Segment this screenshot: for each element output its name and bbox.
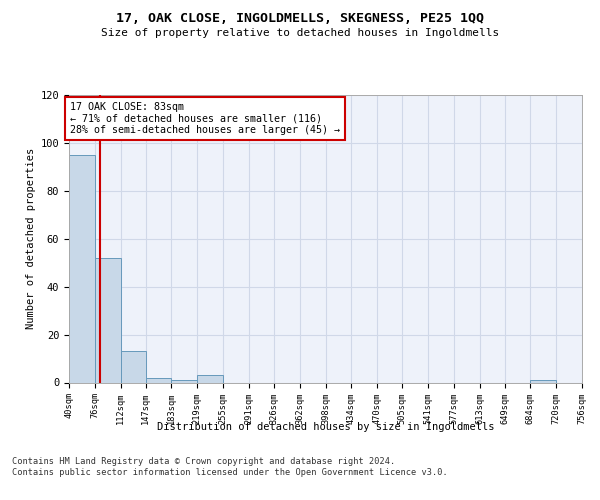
Text: 17, OAK CLOSE, INGOLDMELLS, SKEGNESS, PE25 1QQ: 17, OAK CLOSE, INGOLDMELLS, SKEGNESS, PE… <box>116 12 484 26</box>
Bar <box>197 376 223 382</box>
Bar <box>172 380 197 382</box>
Bar <box>121 352 146 382</box>
Bar <box>530 380 556 382</box>
Text: Distribution of detached houses by size in Ingoldmells: Distribution of detached houses by size … <box>157 422 494 432</box>
Bar <box>146 378 172 382</box>
Text: Size of property relative to detached houses in Ingoldmells: Size of property relative to detached ho… <box>101 28 499 38</box>
Bar <box>69 155 95 382</box>
Y-axis label: Number of detached properties: Number of detached properties <box>26 148 37 330</box>
Text: 17 OAK CLOSE: 83sqm
← 71% of detached houses are smaller (116)
28% of semi-detac: 17 OAK CLOSE: 83sqm ← 71% of detached ho… <box>70 102 340 136</box>
Bar <box>95 258 121 382</box>
Text: Contains HM Land Registry data © Crown copyright and database right 2024.
Contai: Contains HM Land Registry data © Crown c… <box>12 458 448 477</box>
